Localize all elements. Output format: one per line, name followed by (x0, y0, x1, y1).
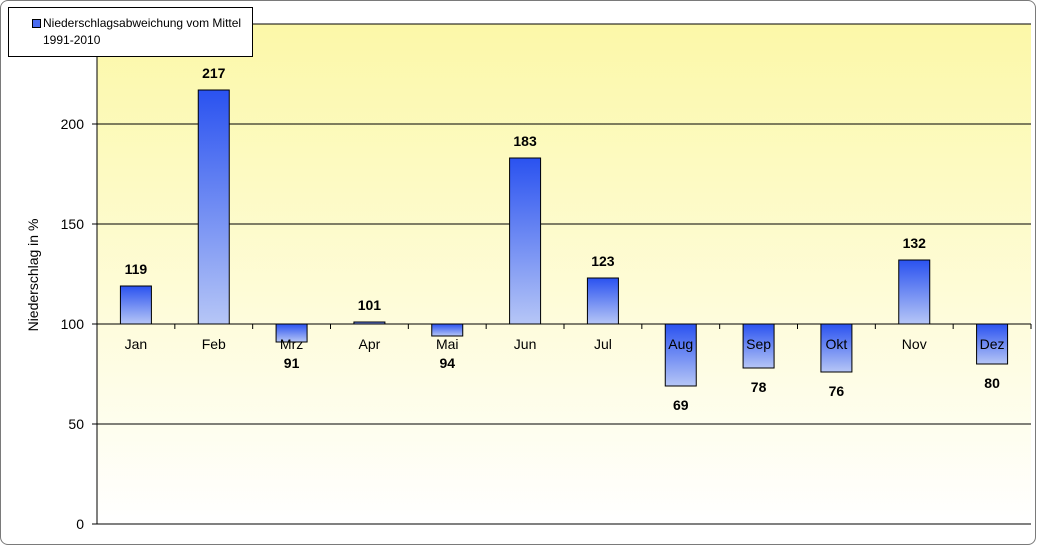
bar (742, 323, 775, 369)
y-axis-title: Niederschlag in % (25, 218, 41, 332)
x-tick-label: Jun (514, 336, 537, 352)
y-tick-label: 100 (61, 316, 85, 332)
bars (119, 89, 1009, 387)
bar (898, 259, 931, 325)
legend-swatch (32, 19, 41, 28)
bar (820, 323, 853, 373)
data-label: 91 (284, 355, 300, 371)
data-label: 119 (125, 261, 148, 277)
data-label: 132 (903, 235, 927, 251)
data-label: 76 (829, 383, 845, 399)
x-tick-label: Nov (902, 336, 927, 352)
data-label: 69 (673, 397, 689, 413)
x-tick-label: Mrz (280, 336, 303, 352)
bar (509, 157, 542, 325)
y-axis: 0 50 100 150 200 (61, 24, 1031, 532)
y-tick-label: 200 (61, 116, 85, 132)
data-label: 78 (751, 379, 767, 395)
bar (586, 277, 619, 325)
y-tick-label: 0 (76, 516, 84, 532)
x-axis: Jan Feb Mrz Apr Mai Jun Jul Aug Sep Okt Nov Dez (96, 323, 1032, 352)
x-tick-label: Jul (594, 336, 612, 352)
legend-label: Niederschlagsabweichung vom Mittel 1991-… (43, 16, 242, 47)
data-labels: 119 217 91 101 94 183 123 69 78 76 132 80 (125, 65, 1000, 413)
y-tick-label: 150 (61, 216, 85, 232)
data-label: 183 (513, 133, 537, 149)
legend: Niederschlagsabweichung vom Mittel 1991-… (8, 7, 253, 57)
bar (119, 285, 152, 325)
data-label: 94 (439, 355, 455, 371)
y-tick-label: 50 (68, 416, 84, 432)
data-label: 123 (591, 253, 615, 269)
x-tick-label: Aug (668, 336, 693, 352)
bar (664, 323, 697, 387)
x-tick-label: Dez (980, 336, 1005, 352)
x-tick-label: Jan (125, 336, 148, 352)
x-tick-label: Sep (746, 336, 771, 352)
bar (976, 323, 1009, 365)
bar (197, 89, 230, 325)
x-tick-label: Okt (826, 336, 848, 352)
data-label: 101 (358, 297, 382, 313)
x-tick-label: Mai (436, 336, 459, 352)
data-label: 217 (202, 65, 226, 81)
bar (431, 323, 464, 337)
x-tick-label: Feb (202, 336, 226, 352)
data-label: 80 (984, 375, 1000, 391)
x-tick-label: Apr (359, 336, 381, 352)
plot-area (97, 24, 1031, 524)
